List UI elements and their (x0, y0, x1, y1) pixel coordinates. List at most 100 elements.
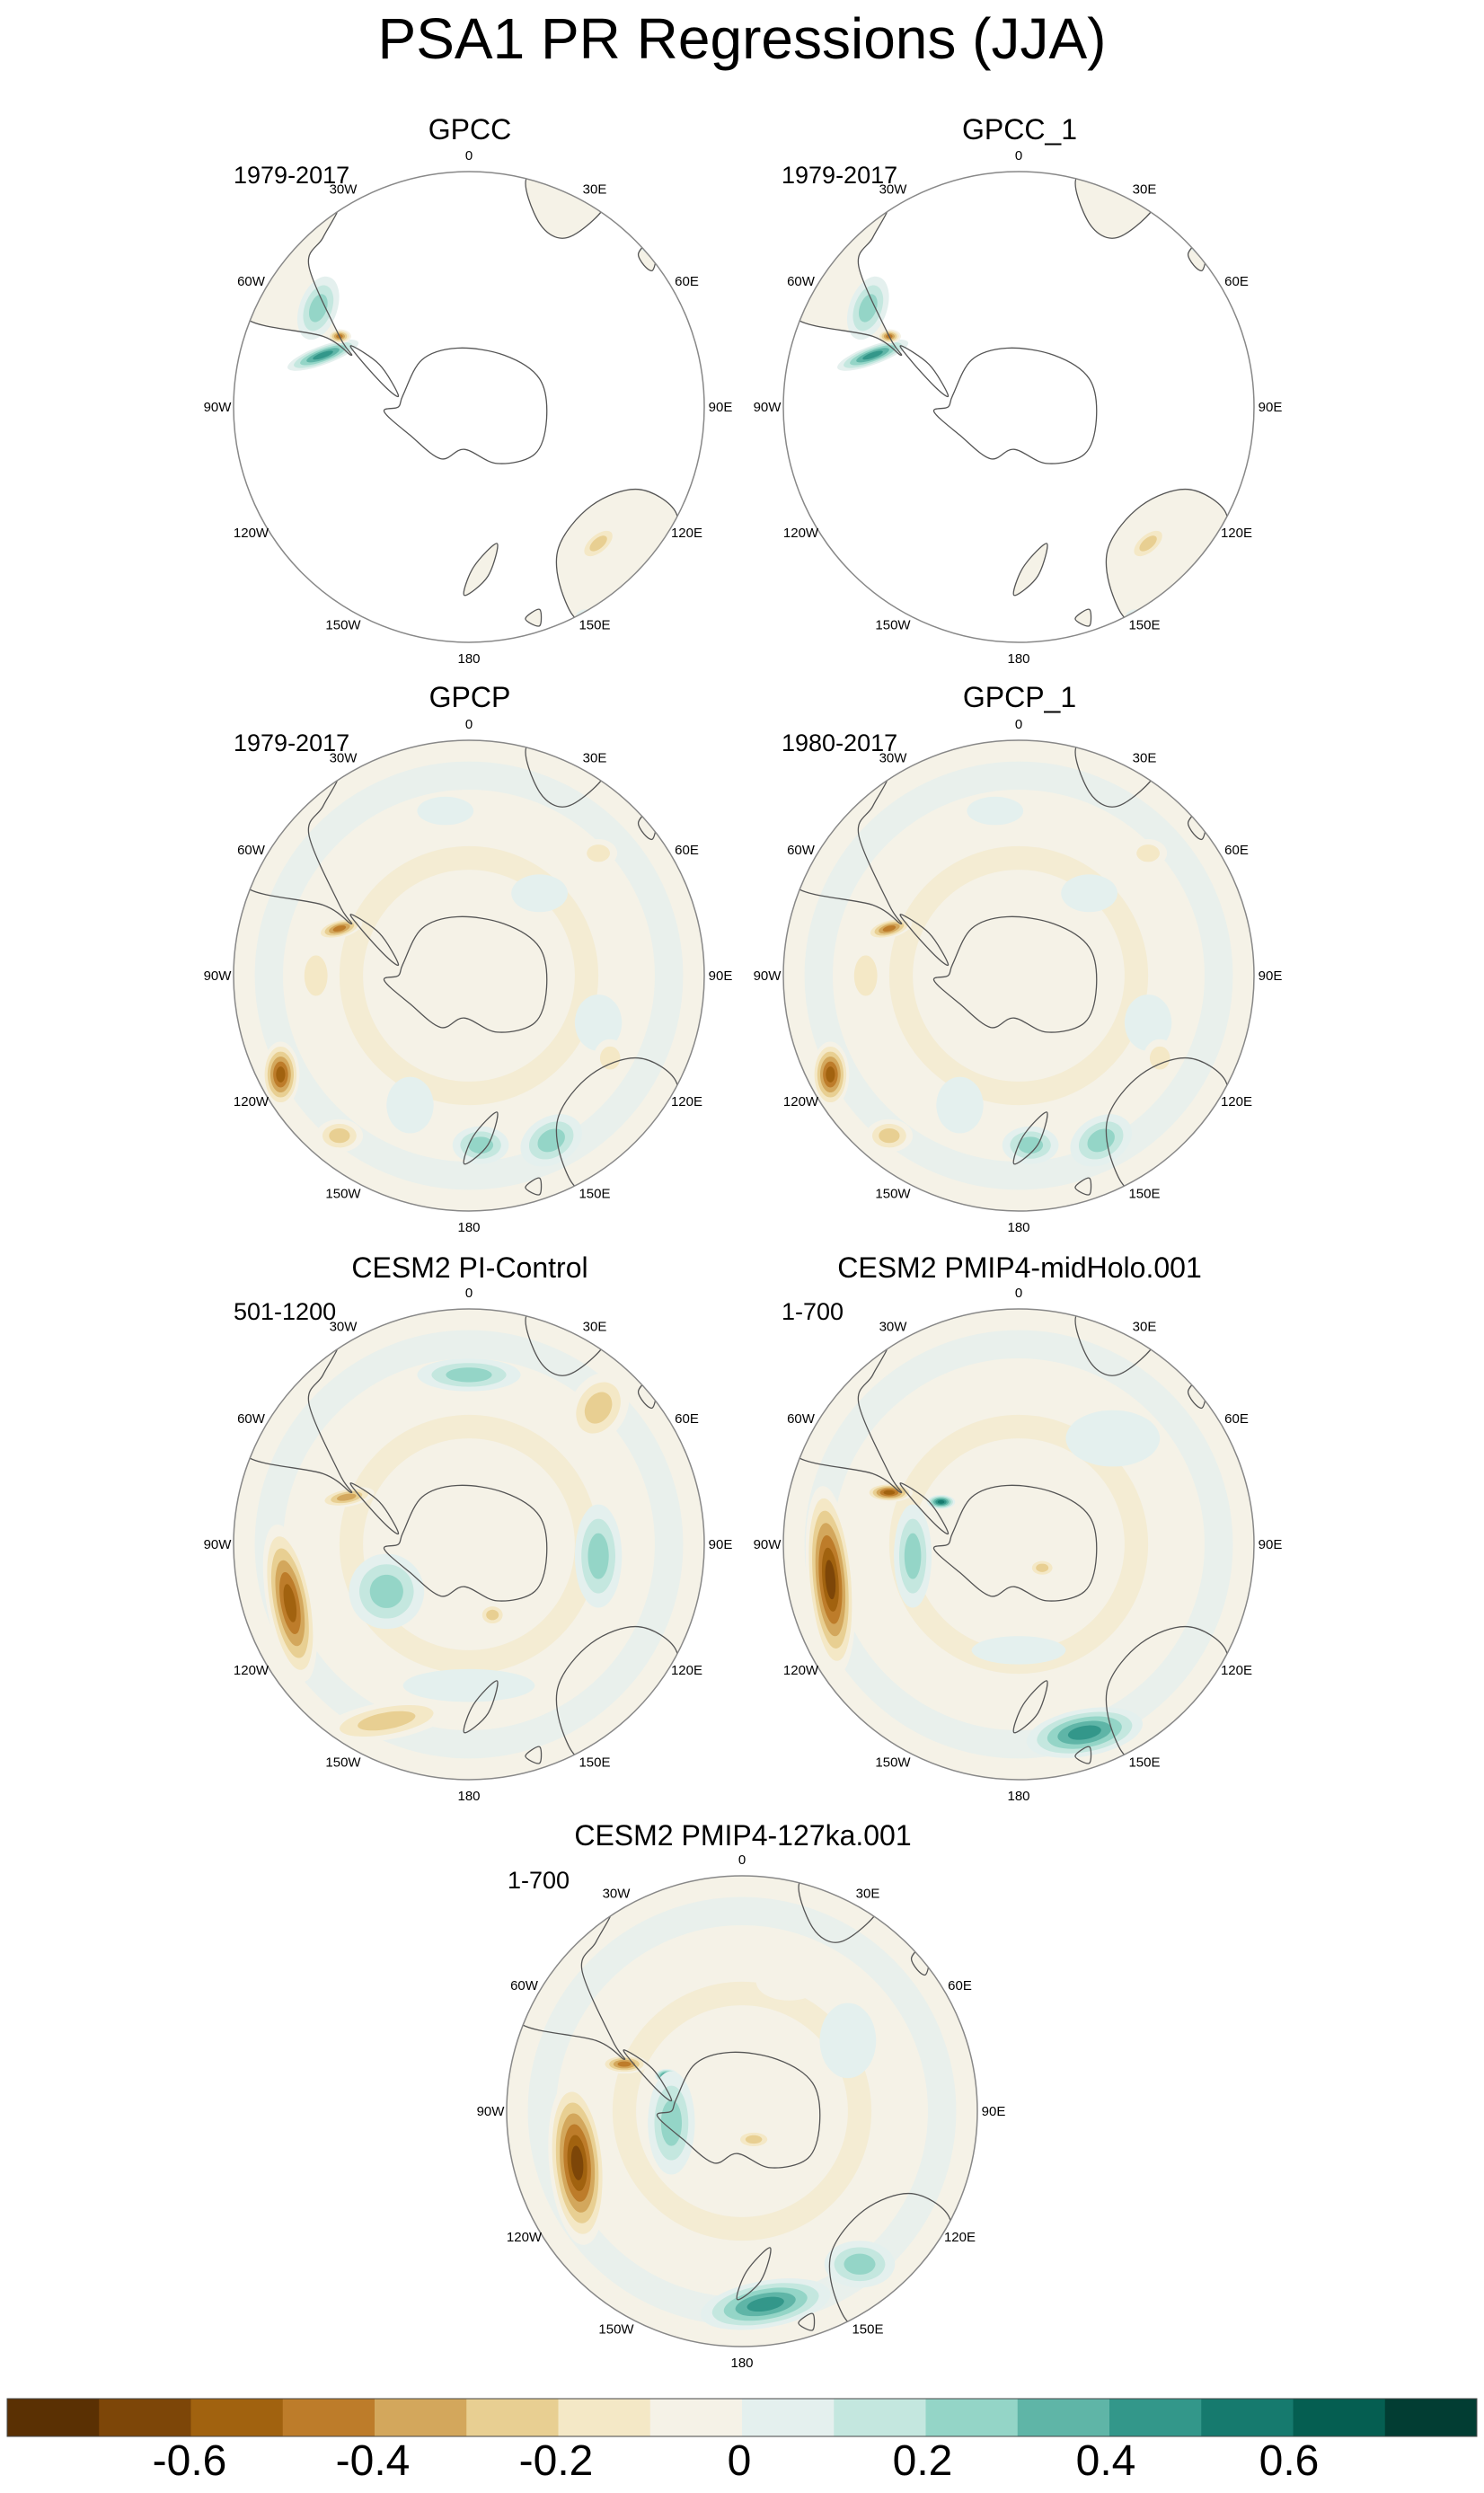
land-mask (464, 543, 498, 596)
longitude-label: 120W (507, 2230, 543, 2245)
contour-blob (262, 1524, 317, 1683)
longitude-label: 60E (1224, 843, 1249, 858)
colorbar-label: 0.4 (1075, 2437, 1136, 2485)
colorbar-swatch (925, 2399, 1019, 2436)
panel-period-gpcc: 1979-2017 (234, 162, 350, 189)
panel-period-gpcp: 1979-2017 (234, 729, 350, 756)
contour-blob (865, 1482, 914, 1502)
panel-period-lig: 1-700 (508, 1867, 570, 1894)
contour-blob (1128, 526, 1168, 561)
longitude-label: 180 (730, 2356, 753, 2371)
contour-blob (452, 1126, 509, 1164)
longitude-label: 150E (1128, 1755, 1160, 1771)
coastline (1074, 608, 1092, 627)
panel-title-gpcp: GPCP (428, 681, 511, 713)
colorbar-swatch (282, 2399, 375, 2436)
coastline (623, 2049, 673, 2102)
map-rim (782, 171, 1255, 643)
coastline (383, 1484, 548, 1602)
longitude-label: 30E (583, 1320, 607, 1335)
contour-blob (296, 276, 340, 340)
contour-blob (402, 1668, 535, 1702)
coastline (349, 914, 400, 967)
map-rim (782, 739, 1255, 1212)
longitude-label: 60E (675, 843, 699, 858)
colorbar-swatch (99, 2399, 191, 2436)
map-panel-gpcc: 0 30E 60E 90E 120E 150E 180 150W 120W 90W 60W 30W (204, 148, 733, 667)
contour-blob (539, 188, 563, 212)
longitude-label: 60W (787, 843, 816, 858)
longitude-label: 30W (330, 182, 358, 198)
contour-blob (511, 874, 568, 913)
land-mask (525, 609, 542, 626)
colorbar-swatch (375, 2399, 467, 2436)
longitude-label: 60E (675, 1411, 699, 1427)
colorbar-swatch (1201, 2399, 1294, 2436)
map-disc (507, 1876, 977, 2347)
contour-blob (837, 339, 909, 371)
land-mask (1074, 609, 1091, 626)
longitude-label: 120W (234, 526, 269, 541)
contour-blob (894, 1504, 932, 1608)
colorbar-label: 0.2 (892, 2437, 953, 2485)
contour-blob (417, 796, 474, 826)
longitude-label: 150E (1128, 1187, 1160, 1202)
contour-blob (548, 2081, 606, 2245)
map-rim (233, 1308, 705, 1781)
coastline (736, 2247, 772, 2301)
longitude-label: 30E (1133, 182, 1157, 198)
contour-blob (640, 240, 665, 254)
coastline (899, 345, 950, 398)
longitude-label: 90W (204, 1537, 233, 1552)
longitude-label: 120W (234, 1094, 269, 1109)
longitude-label: 120W (783, 1094, 819, 1109)
longitude-label: 150W (325, 1755, 361, 1771)
longitude-label: 60E (948, 1978, 972, 1994)
longitude-label: 90E (709, 968, 733, 984)
map-panel-gpcc1: 0 30E 60E 90E 120E 150E 180 150W 120W 90W 60W 30W (754, 148, 1283, 667)
contour-blob (735, 2129, 773, 2149)
contour-blob (1124, 995, 1172, 1051)
coastline (349, 1482, 400, 1535)
contour-blob (648, 2071, 695, 2175)
longitude-label: 30E (856, 1887, 880, 1902)
contour-blob (846, 942, 885, 1009)
longitude-label: 90E (1259, 1537, 1283, 1552)
longitude-label: 30W (330, 1320, 358, 1335)
contour-blob (579, 526, 618, 561)
longitude-label: 0 (1015, 717, 1022, 732)
coastline (383, 347, 548, 464)
longitude-label: 30E (1133, 751, 1157, 766)
longitude-label: 120E (671, 526, 702, 541)
longitude-label: 150E (579, 1755, 610, 1771)
panel-title-mh: CESM2 PMIP4-midHolo.001 (837, 1251, 1202, 1284)
contour-blob (1143, 1039, 1177, 1077)
longitude-label: 150E (579, 618, 610, 633)
longitude-label: 180 (457, 1789, 480, 1804)
longitude-label: 90E (709, 1537, 733, 1552)
contour-blob (1028, 1558, 1056, 1578)
longitude-label: 0 (1015, 1286, 1022, 1301)
colorbar-swatch (1017, 2399, 1110, 2436)
panel-period-pic: 501-1200 (234, 1298, 337, 1325)
colorbar-swatch (1109, 2399, 1202, 2436)
coastline (899, 1482, 950, 1535)
longitude-label: 90E (709, 400, 733, 415)
contour-blob (824, 2241, 896, 2288)
contour-blob (296, 942, 335, 1009)
contour-blob (1153, 1457, 1191, 1514)
colorbar-swatch (1293, 2399, 1386, 2436)
contour-blob (805, 1486, 855, 1674)
colorbar (6, 2398, 1478, 2437)
longitude-label: 90W (477, 2104, 506, 2119)
coastline (463, 1680, 499, 1734)
coastline (1074, 1177, 1092, 1196)
contour-blob (926, 1495, 956, 1509)
colorbar-swatch (466, 2399, 559, 2436)
coastline (349, 345, 400, 398)
panel-title-lig: CESM2 PMIP4-127ka.001 (574, 1819, 912, 1852)
map-panel-mh: 0 30E 60E 90E 120E 150E 180 150W 120W 90W 60W 30W (754, 1286, 1283, 1804)
longitude-label: 30E (583, 751, 607, 766)
contour-blob (1065, 1410, 1161, 1467)
contour-blob (567, 1372, 630, 1444)
